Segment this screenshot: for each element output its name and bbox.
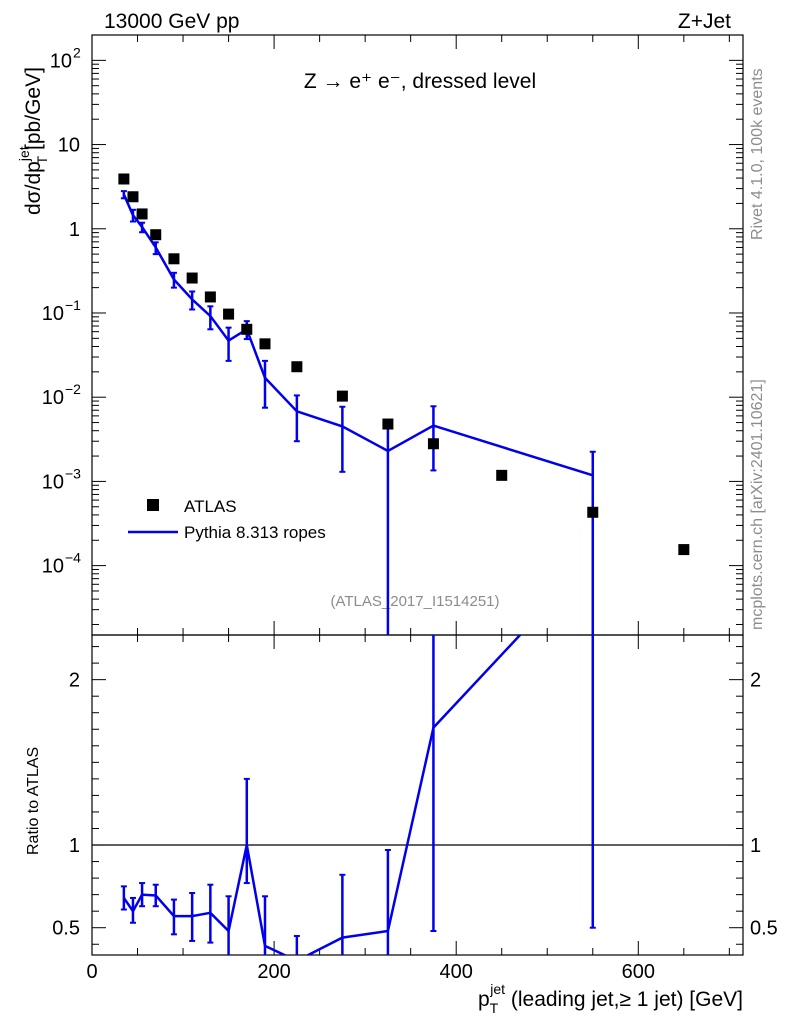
atlas-data-point [427, 438, 439, 450]
atlas-data-point [118, 173, 130, 185]
x-axis: 0 200 400 600 [86, 35, 730, 983]
legend-marker-atlas [147, 499, 159, 511]
atlas-data-point [496, 469, 508, 481]
pythia-line [122, 194, 594, 477]
atlas-data-point [678, 544, 690, 556]
atlas-data-point [336, 390, 348, 402]
ratio-line [122, 635, 522, 955]
atlas-data-point [168, 253, 180, 265]
main-y-tick-label: 10 [50, 50, 72, 72]
main-y-tick-label: 1 [69, 219, 80, 241]
header-right: Z+Jet [678, 10, 731, 33]
atlas-data-point [259, 338, 271, 350]
main-y-tick-label: 10 [42, 387, 64, 409]
ratio-y-tick-label: 1 [69, 835, 80, 857]
main-y-tick-label: 10 [42, 471, 64, 493]
ratio-y-axis-label: Ratio to ATLAS [25, 747, 42, 855]
x-tick-label: 200 [257, 961, 290, 983]
main-y-tick-label: 10 [42, 556, 64, 578]
ratio-y-axis: 0.5 0.5 1 1 2 2 [52, 646, 778, 945]
main-y-tick-exponent: −1 [65, 297, 81, 313]
main-y-tick-exponent: −4 [65, 550, 81, 566]
atlas-data-point [150, 229, 162, 241]
atlas-data-point [241, 323, 253, 335]
main-y-axis-label: dσ/dpjet T [pb/GeV] [16, 67, 50, 215]
ratio-y-tick-label: 0.5 [52, 918, 80, 940]
main-y-tick-label: 10 [42, 303, 64, 325]
atlas-data-point [291, 361, 303, 373]
x-axis-label: pTjet (leading jet,≥ 1 jet) [GeV] [478, 981, 743, 1016]
rivet-version-label: Rivet 4.1.0, 100k events [749, 68, 766, 240]
main-y-tick-exponent: −3 [65, 465, 81, 481]
main-y-tick-exponent: 2 [73, 44, 81, 60]
header-left: 13000 GeV pp [104, 10, 239, 33]
legend-label-atlas: ATLAS [184, 497, 237, 516]
main-panel-title: Z → e⁺ e⁻, dressed level [304, 70, 536, 93]
ratio-plot-data [120, 635, 596, 955]
legend: ATLAS Pythia 8.313 ropes [128, 497, 326, 542]
analysis-id-label: (ATLAS_2017_I1514251) [330, 593, 499, 610]
ratio-y-tick-label: 2 [69, 670, 80, 692]
legend-label-pythia: Pythia 8.313 ropes [184, 523, 326, 542]
ratio-y-tick-label-right: 1 [750, 835, 761, 857]
main-y-tick-label: 10 [58, 135, 80, 157]
ratio-y-tick-label-right: 0.5 [750, 918, 778, 940]
atlas-data-point [382, 418, 394, 430]
main-panel-frame [91, 34, 744, 636]
mcplots-label: mcplots.cern.ch [arXiv:2401.10621] [749, 379, 766, 630]
atlas-data-point [223, 308, 235, 320]
atlas-data-point [136, 208, 148, 220]
ratio-y-tick-label-right: 2 [750, 670, 761, 692]
x-tick-label: 0 [86, 961, 97, 983]
main-y-tick-exponent: −2 [65, 381, 81, 397]
x-tick-label: 600 [622, 961, 655, 983]
x-tick-label: 400 [440, 961, 473, 983]
atlas-data-point [587, 506, 599, 518]
main-plot-data [118, 173, 690, 635]
atlas-data-point [204, 291, 216, 303]
atlas-data-point [127, 191, 139, 203]
atlas-data-point [186, 272, 198, 284]
